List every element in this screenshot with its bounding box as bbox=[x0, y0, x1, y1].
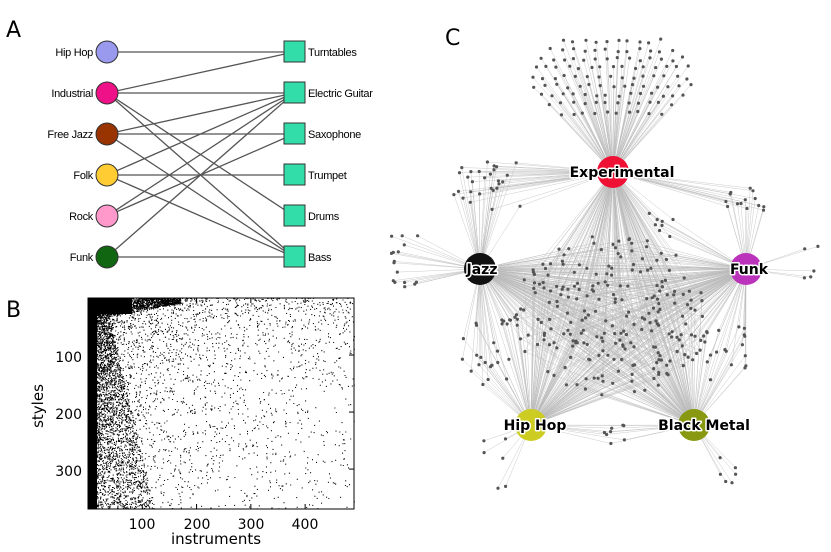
style-node-label: Rock bbox=[69, 211, 94, 223]
bipartite-edge bbox=[106, 133, 295, 258]
instrument-node: Electric Guitar bbox=[283, 81, 374, 104]
hub-circle bbox=[678, 409, 710, 441]
instrument-node-square bbox=[283, 204, 306, 227]
x-tick-label: 300 bbox=[238, 517, 265, 533]
y-tick-label: 200 bbox=[55, 407, 82, 423]
genre-network: Experimental Jazz Funk Hip Hop Black Met… bbox=[389, 37, 820, 490]
instrument-node: Drums bbox=[283, 204, 340, 227]
style-node-circle bbox=[95, 81, 119, 105]
instrument-node-label: Drums bbox=[308, 211, 340, 223]
bipartite-edges bbox=[106, 51, 295, 258]
instrument-node-square bbox=[283, 163, 306, 186]
style-instrument-scatter: 100 200 300 400 100 200 300 instruments … bbox=[29, 297, 355, 548]
style-node-label: Funk bbox=[70, 252, 94, 264]
instrument-node: Turntables bbox=[283, 40, 358, 63]
hub-label: Jazz bbox=[466, 262, 498, 278]
hub-node: Hip Hop bbox=[502, 409, 568, 441]
panel-label-c: C bbox=[445, 26, 460, 51]
hub-label: Hip Hop bbox=[504, 418, 567, 434]
panel-label-a: A bbox=[6, 18, 21, 43]
instrument-nodes: Turntables Electric Guitar Saxophone Tru… bbox=[283, 40, 374, 268]
bipartite-edge bbox=[106, 92, 295, 135]
style-node: Rock bbox=[69, 204, 119, 228]
style-node-circle bbox=[95, 245, 119, 269]
hub-circle bbox=[464, 253, 496, 285]
instrument-node-square bbox=[283, 245, 306, 268]
instrument-node: Trumpet bbox=[283, 163, 347, 186]
style-node: Funk bbox=[70, 245, 119, 269]
axis-ticks bbox=[88, 298, 354, 509]
instrument-node-square bbox=[283, 81, 306, 104]
hub-node: Black Metal bbox=[657, 409, 751, 441]
instrument-node-label: Electric Guitar bbox=[308, 88, 373, 100]
y-axis-label: styles bbox=[29, 384, 47, 428]
x-tick-label: 200 bbox=[184, 517, 211, 533]
instrument-node-label: Saxophone bbox=[308, 129, 361, 141]
style-node-circle bbox=[95, 163, 119, 187]
instrument-node-label: Trumpet bbox=[308, 170, 347, 182]
style-nodes: Hip Hop Industrial Free Jazz Folk Rock F… bbox=[47, 40, 119, 269]
plot-frame bbox=[87, 297, 355, 510]
panel-label-b: B bbox=[6, 298, 21, 323]
instrument-node-label: Bass bbox=[308, 252, 332, 264]
instrument-node: Saxophone bbox=[283, 122, 361, 145]
hub-node: Funk bbox=[728, 253, 770, 285]
style-node-circle bbox=[95, 204, 119, 228]
style-node: Industrial bbox=[51, 81, 119, 105]
bipartite-edge bbox=[106, 51, 295, 94]
hub-label: Experimental bbox=[570, 165, 675, 181]
instrument-node-square bbox=[283, 40, 306, 63]
network-hubs: Experimental Jazz Funk Hip Hop Black Met… bbox=[464, 156, 770, 441]
instrument-node: Bass bbox=[283, 245, 332, 268]
scatter-points bbox=[88, 297, 355, 510]
style-node-circle bbox=[95, 122, 119, 146]
hub-label: Black Metal bbox=[658, 418, 750, 434]
scatter-point-cloud bbox=[88, 297, 355, 510]
hub-node: Jazz bbox=[464, 253, 499, 285]
style-node-label: Folk bbox=[73, 170, 93, 182]
bipartite-edge bbox=[106, 92, 295, 176]
bipartite-edge bbox=[106, 174, 295, 258]
x-axis-label: instruments bbox=[171, 530, 261, 548]
style-node-label: Industrial bbox=[51, 88, 93, 100]
hub-circle bbox=[515, 409, 547, 441]
y-tick-label: 300 bbox=[55, 464, 82, 480]
bipartite-graph: Hip Hop Industrial Free Jazz Folk Rock F… bbox=[47, 40, 374, 269]
style-node-label: Free Jazz bbox=[47, 129, 93, 141]
style-node: Hip Hop bbox=[55, 40, 119, 64]
style-node-label: Hip Hop bbox=[55, 47, 93, 59]
x-tick-label: 400 bbox=[292, 517, 319, 533]
hub-circle bbox=[730, 253, 762, 285]
style-node-circle bbox=[95, 40, 119, 64]
style-node: Folk bbox=[73, 163, 119, 187]
hub-label: Funk bbox=[730, 262, 769, 278]
style-node: Free Jazz bbox=[47, 122, 119, 146]
instrument-node-label: Turntables bbox=[308, 47, 357, 59]
hub-node: Experimental bbox=[568, 156, 676, 188]
bipartite-edge bbox=[106, 92, 295, 258]
x-tick-label: 100 bbox=[129, 517, 156, 533]
y-tick-label: 100 bbox=[55, 350, 82, 366]
bipartite-edge bbox=[106, 92, 295, 217]
hub-circle bbox=[597, 156, 629, 188]
instrument-node-square bbox=[283, 122, 306, 145]
